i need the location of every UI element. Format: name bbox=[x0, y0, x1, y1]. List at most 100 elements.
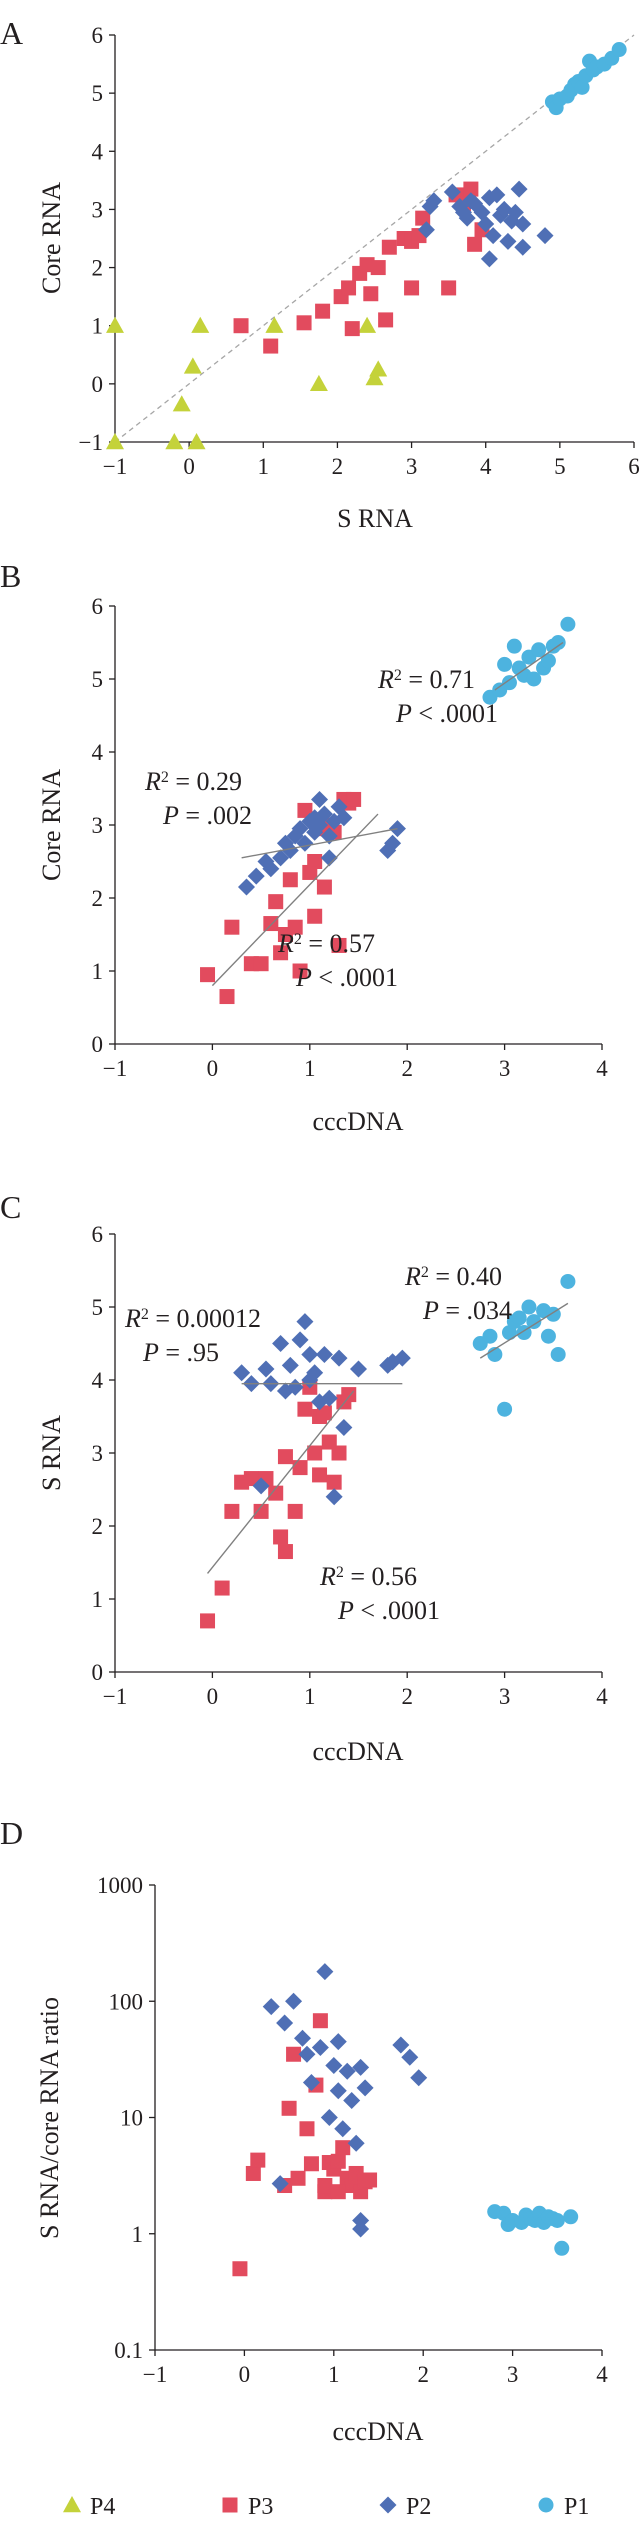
data-point-p3 bbox=[344, 321, 360, 337]
data-point-p3 bbox=[200, 967, 216, 983]
data-point-p2 bbox=[484, 227, 502, 245]
y-tick-label: 100 bbox=[109, 1989, 144, 2014]
x-tick-label: 3 bbox=[406, 454, 418, 479]
data-point-p2 bbox=[298, 2045, 316, 2063]
data-point-p2 bbox=[325, 2057, 343, 2075]
x-tick-label: −1 bbox=[143, 2362, 167, 2387]
data-point-p3 bbox=[362, 2172, 378, 2188]
data-point-p3 bbox=[378, 312, 394, 328]
data-point-p2 bbox=[410, 2069, 428, 2087]
data-point-p1 bbox=[549, 2213, 565, 2229]
data-point-p2 bbox=[272, 849, 290, 867]
data-point-p4 bbox=[365, 369, 384, 386]
series-p2 bbox=[262, 1963, 428, 2238]
data-point-p1 bbox=[501, 675, 517, 691]
x-tick-label: 2 bbox=[401, 1684, 413, 1709]
data-point-p2 bbox=[425, 192, 443, 210]
data-point-p2 bbox=[271, 2175, 289, 2193]
data-point-p4 bbox=[265, 316, 284, 333]
data-point-p2 bbox=[276, 2014, 294, 2032]
panel-letter: B bbox=[0, 558, 21, 594]
data-point-p3 bbox=[290, 2170, 306, 2186]
data-point-p3 bbox=[341, 280, 357, 296]
data-point-p3 bbox=[326, 1474, 342, 1490]
data-point-p1 bbox=[550, 635, 566, 650]
data-point-p1 bbox=[554, 2240, 570, 2256]
data-point-p1 bbox=[560, 1273, 576, 1289]
y-tick-label: 6 bbox=[92, 594, 104, 619]
data-point-p2 bbox=[458, 209, 476, 227]
legend-marker-p3 bbox=[222, 2497, 238, 2513]
x-tick-label: 0 bbox=[239, 2362, 251, 2387]
annotation-p3: R2 = 0.57 P < .0001 bbox=[277, 929, 398, 992]
data-point-p2 bbox=[233, 1364, 251, 1382]
data-point-p2 bbox=[514, 238, 532, 256]
series-p3 bbox=[200, 1379, 357, 1629]
data-point-p2 bbox=[488, 186, 506, 204]
x-tick-label: 1 bbox=[304, 1684, 316, 1709]
data-point-p3 bbox=[245, 2165, 261, 2181]
data-point-p2 bbox=[294, 2029, 312, 2047]
data-point-p2 bbox=[417, 221, 435, 239]
data-point-p2 bbox=[499, 232, 517, 250]
series-p4 bbox=[106, 316, 388, 450]
x-tick-label: −1 bbox=[103, 454, 127, 479]
data-point-p2 bbox=[401, 2048, 419, 2066]
data-point-p3 bbox=[381, 239, 397, 255]
data-point-p2 bbox=[281, 842, 299, 860]
x-axis-label: cccDNA bbox=[313, 1737, 404, 1766]
legend-marker-p2 bbox=[379, 2496, 397, 2514]
y-axis-label: S RNA/core RNA ratio bbox=[35, 1997, 64, 2239]
data-point-p3 bbox=[233, 318, 249, 334]
data-point-p2 bbox=[262, 860, 280, 878]
data-point-p4 bbox=[165, 433, 184, 450]
series-p3 bbox=[200, 791, 362, 1005]
data-point-p2 bbox=[335, 1418, 353, 1436]
y-tick-label: 2 bbox=[92, 256, 104, 281]
fit-line-p3 bbox=[211, 813, 379, 987]
data-point-p3 bbox=[441, 280, 457, 296]
data-point-p2 bbox=[281, 1356, 299, 1374]
data-point-p1 bbox=[497, 656, 513, 672]
data-point-p3 bbox=[307, 908, 323, 924]
y-tick-label: 3 bbox=[92, 813, 104, 838]
data-point-p2 bbox=[320, 1389, 338, 1407]
data-point-p2 bbox=[392, 2036, 410, 2054]
x-axis-label: S RNA bbox=[337, 504, 413, 533]
data-point-p3 bbox=[307, 1445, 323, 1461]
data-point-p3 bbox=[253, 1503, 269, 1519]
series-p1 bbox=[544, 42, 627, 116]
data-point-p3 bbox=[224, 919, 240, 935]
data-point-p3 bbox=[370, 260, 386, 276]
data-point-p3 bbox=[363, 286, 379, 302]
annotation-p2: R2 = 0.29 P = .002 bbox=[144, 767, 252, 830]
x-tick-label: 6 bbox=[628, 454, 640, 479]
y-tick-label: 0 bbox=[92, 372, 104, 397]
y-tick-label: 2 bbox=[92, 886, 104, 911]
data-point-p3 bbox=[330, 2184, 346, 2200]
y-tick-label: 2 bbox=[92, 1514, 104, 1539]
data-point-p2 bbox=[320, 849, 338, 867]
data-point-p4 bbox=[358, 316, 377, 333]
data-point-p3 bbox=[281, 2100, 297, 2116]
legend-label-p4: P4 bbox=[90, 2494, 115, 2520]
data-point-p2 bbox=[334, 2120, 352, 2138]
data-point-p2 bbox=[352, 2058, 370, 2076]
p-annotation: P = .002 bbox=[162, 801, 252, 830]
data-point-p2 bbox=[296, 834, 314, 852]
data-point-p3 bbox=[277, 1449, 293, 1465]
data-point-p3 bbox=[268, 1485, 284, 1501]
data-point-p3 bbox=[299, 2121, 315, 2137]
data-point-p2 bbox=[338, 2062, 356, 2080]
y-tick-label: 0 bbox=[92, 1660, 104, 1685]
data-point-p4 bbox=[183, 357, 202, 374]
data-point-p2 bbox=[443, 183, 461, 201]
data-point-p3 bbox=[263, 338, 279, 354]
data-point-p3 bbox=[315, 303, 331, 319]
data-point-p2 bbox=[311, 790, 329, 808]
data-point-p3 bbox=[250, 2152, 266, 2168]
data-point-p3 bbox=[303, 2156, 319, 2172]
data-point-p2 bbox=[536, 227, 554, 245]
